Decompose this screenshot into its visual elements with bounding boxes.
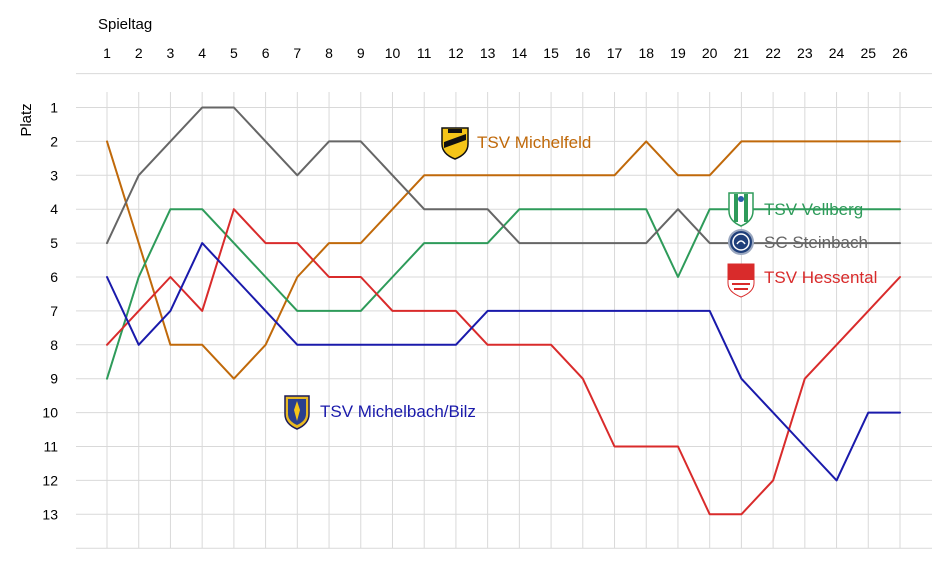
y-tick-label: 6 bbox=[50, 269, 58, 285]
tsv-michelbach-crest-icon bbox=[284, 395, 310, 430]
y-tick-label: 9 bbox=[50, 371, 58, 387]
x-tick-label: 20 bbox=[702, 45, 718, 61]
x-tick-label: 25 bbox=[860, 45, 876, 61]
tsv-michelfeld-crest-icon bbox=[441, 127, 469, 160]
series-line-0 bbox=[106, 140, 901, 380]
x-tick-label: 1 bbox=[103, 45, 111, 61]
y-tick-label: 11 bbox=[43, 439, 58, 455]
y-tick-label: 8 bbox=[50, 337, 58, 353]
y-tick-label: 3 bbox=[50, 167, 58, 183]
x-tick-label: 3 bbox=[167, 45, 175, 61]
y-tick-label: 4 bbox=[50, 201, 58, 217]
x-tick-label: 16 bbox=[575, 45, 591, 61]
x-tick-label: 12 bbox=[448, 45, 464, 61]
x-tick-label: 14 bbox=[512, 45, 528, 61]
x-tick-label: 21 bbox=[734, 45, 750, 61]
x-axis-tick-labels: 1 2 3 4 5 6 7 8 9 10 11 12 13 14 15 16 17 18 19 20 21 22 23 24 2… bbox=[103, 45, 908, 61]
x-tick-label: 22 bbox=[765, 45, 781, 61]
x-tick-label: 11 bbox=[417, 45, 432, 61]
x-tick-label: 19 bbox=[670, 45, 686, 61]
x-tick-label: 9 bbox=[357, 45, 365, 61]
label-tsv-michelfeld: TSV Michelfeld bbox=[477, 133, 591, 152]
y-tick-label: 1 bbox=[50, 100, 58, 116]
series-line-3 bbox=[106, 208, 901, 516]
y-axis-title: Platz bbox=[18, 103, 35, 136]
tsv-vellberg-crest-icon bbox=[728, 192, 754, 227]
x-tick-label: 18 bbox=[638, 45, 654, 61]
x-tick-label: 23 bbox=[797, 45, 813, 61]
label-tsv-michelbach-bilz: TSV Michelbach/Bilz bbox=[320, 402, 476, 421]
y-tick-label: 10 bbox=[42, 405, 58, 421]
x-tick-label: 6 bbox=[262, 45, 270, 61]
x-axis-title: Spieltag bbox=[98, 16, 152, 33]
x-tick-label: 10 bbox=[385, 45, 401, 61]
x-tick-label: 24 bbox=[829, 45, 845, 61]
series-line-2 bbox=[106, 106, 901, 245]
series-lines bbox=[106, 106, 901, 516]
label-tsv-hessental: TSV Hessental bbox=[764, 268, 877, 287]
y-tick-label: 7 bbox=[50, 303, 58, 319]
x-tick-label: 15 bbox=[543, 45, 559, 61]
x-tick-label: 5 bbox=[230, 45, 238, 61]
sc-steinbach-crest-icon bbox=[728, 229, 754, 255]
vertical-gridlines bbox=[106, 92, 901, 548]
x-tick-label: 8 bbox=[325, 45, 333, 61]
y-tick-label: 13 bbox=[42, 506, 58, 522]
series-line-4 bbox=[106, 242, 901, 482]
x-tick-label: 13 bbox=[480, 45, 496, 61]
x-tick-label: 4 bbox=[198, 45, 206, 61]
label-sc-steinbach: SC Steinbach bbox=[764, 233, 868, 252]
x-tick-label: 7 bbox=[293, 45, 301, 61]
y-tick-label: 2 bbox=[50, 133, 58, 149]
x-tick-label: 2 bbox=[135, 45, 143, 61]
y-tick-label: 5 bbox=[50, 235, 58, 251]
x-tick-label: 26 bbox=[892, 45, 908, 61]
x-tick-label: 17 bbox=[607, 45, 623, 61]
label-tsv-vellberg: TSV Vellberg bbox=[764, 200, 863, 219]
tsv-hessental-crest-icon bbox=[727, 263, 755, 298]
y-tick-label: 12 bbox=[42, 472, 58, 488]
